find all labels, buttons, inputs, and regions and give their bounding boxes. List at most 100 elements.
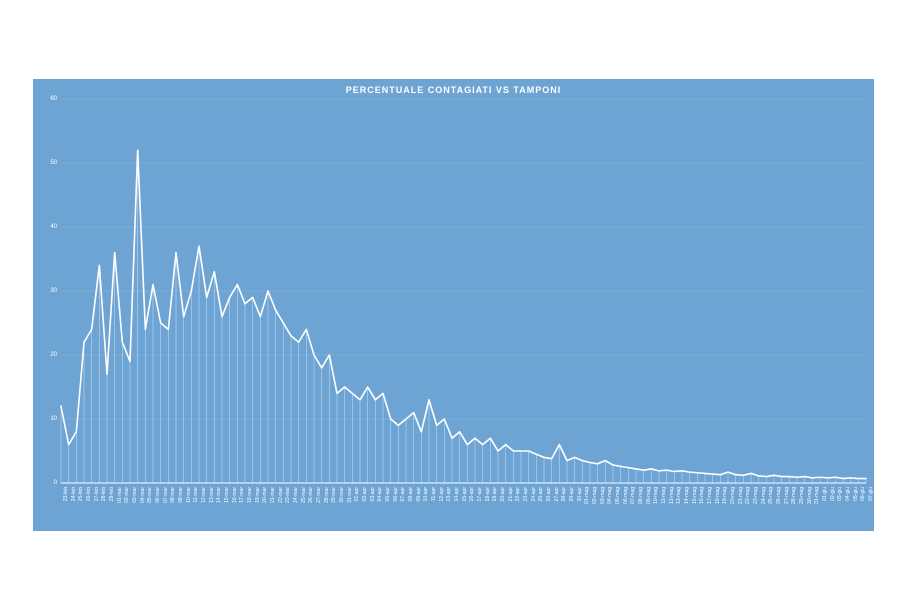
- x-tick-label: 15-mag: [692, 487, 698, 504]
- x-tick-label: 04-apr: [377, 487, 383, 501]
- x-tick-label: 21-apr: [508, 487, 514, 501]
- x-tick-label: 28-mar: [324, 487, 330, 503]
- x-tick-label: 31-mar: [347, 487, 353, 503]
- x-tick-label: 10-mag: [653, 487, 659, 504]
- x-tick-label: 27-mag: [784, 487, 790, 504]
- x-tick-label: 01-mag: [584, 487, 590, 504]
- y-tick-label: 20: [35, 352, 57, 358]
- x-tick-label: 12-mag: [669, 487, 675, 504]
- x-tick-label: 02-apr: [362, 487, 368, 501]
- x-tick-label: 30-mag: [807, 487, 813, 504]
- x-tick-label: 06-mar: [155, 487, 161, 503]
- y-tick-label: 10: [35, 416, 57, 422]
- x-tick-label: 03-mag: [600, 487, 606, 504]
- x-tick-label: 03-mar: [132, 487, 138, 503]
- x-tick-label: 14-mag: [684, 487, 690, 504]
- y-tick-label: 0: [35, 480, 57, 486]
- y-tick-label: 40: [35, 224, 57, 230]
- x-tick-label: 02-giu: [830, 487, 836, 501]
- x-tick-label: 15-mar: [224, 487, 230, 503]
- x-tick-label: 31-mag: [814, 487, 820, 504]
- x-tick-label: 25-feb: [78, 487, 84, 501]
- x-tick-label: 07-mar: [163, 487, 169, 503]
- x-tick-label: 02-mar: [124, 487, 130, 503]
- x-tick-label: 17-mar: [239, 487, 245, 503]
- x-tick-label: 16-apr: [469, 487, 475, 501]
- chart-panel: PERCENTUALE CONTAGIATI VS TAMPONI 010203…: [33, 79, 874, 531]
- x-tick-label: 21-mar: [270, 487, 276, 503]
- line-chart: [33, 79, 874, 531]
- x-tick-label: 09-mag: [646, 487, 652, 504]
- x-tick-label: 24-feb: [71, 487, 77, 501]
- x-tick-label: 05-mar: [147, 487, 153, 503]
- x-tick-label: 06-mag: [623, 487, 629, 504]
- x-tick-label: 26-feb: [86, 487, 92, 501]
- x-tick-label: 29-apr: [569, 487, 575, 501]
- x-tick-label: 08-mar: [170, 487, 176, 503]
- y-tick-label: 30: [35, 288, 57, 294]
- x-tick-label: 22-apr: [515, 487, 521, 501]
- x-tick-label: 01-giu: [822, 487, 828, 501]
- x-tick-label: 09-mar: [178, 487, 184, 503]
- x-tick-label: 18-mar: [247, 487, 253, 503]
- x-tick-label: 19-mag: [722, 487, 728, 504]
- x-tick-label: 29-mag: [799, 487, 805, 504]
- x-tick-label: 02-mag: [592, 487, 598, 504]
- x-tick-label: 30-apr: [577, 487, 583, 501]
- x-tick-label: 15-apr: [462, 487, 468, 501]
- x-tick-label: 16-mag: [699, 487, 705, 504]
- x-tick-label: 23-feb: [63, 487, 69, 501]
- x-tick-label: 16-mar: [232, 487, 238, 503]
- x-tick-label: 20-apr: [500, 487, 506, 501]
- x-tick-label: 17-apr: [477, 487, 483, 501]
- x-tick-label: 10-apr: [423, 487, 429, 501]
- x-tick-label: 07-giu: [868, 487, 874, 501]
- x-tick-label: 26-mar: [308, 487, 314, 503]
- x-tick-label: 03-giu: [837, 487, 843, 501]
- x-tick-label: 25-apr: [538, 487, 544, 501]
- x-tick-label: 08-mag: [638, 487, 644, 504]
- x-tick-label: 24-apr: [531, 487, 537, 501]
- x-tick-label: 21-mag: [738, 487, 744, 504]
- x-tick-label: 10-mar: [186, 487, 192, 503]
- x-tick-label: 06-giu: [860, 487, 866, 501]
- x-tick-label: 25-mar: [301, 487, 307, 503]
- x-tick-label: 22-mag: [745, 487, 751, 504]
- x-tick-label: 04-mar: [140, 487, 146, 503]
- x-tick-label: 13-mag: [676, 487, 682, 504]
- x-tick-label: 05-apr: [385, 487, 391, 501]
- x-tick-label: 26-mag: [776, 487, 782, 504]
- x-tick-label: 11-mag: [661, 487, 667, 504]
- x-tick-label: 13-apr: [446, 487, 452, 501]
- x-tick-label: 28-apr: [561, 487, 567, 501]
- x-tick-label: 25-mag: [768, 487, 774, 504]
- x-tick-label: 26-apr: [546, 487, 552, 501]
- x-tick-label: 09-apr: [416, 487, 422, 501]
- x-tick-label: 18-mag: [715, 487, 721, 504]
- x-tick-label: 01-mar: [117, 487, 123, 503]
- x-tick-label: 04-mag: [607, 487, 613, 504]
- x-tick-label: 27-apr: [554, 487, 560, 501]
- y-tick-label: 60: [35, 96, 57, 102]
- x-tick-label: 22-mar: [278, 487, 284, 503]
- x-tick-label: 05-giu: [853, 487, 859, 501]
- x-tick-label: 12-apr: [439, 487, 445, 501]
- y-tick-label: 50: [35, 160, 57, 166]
- x-tick-label: 13-mar: [209, 487, 215, 503]
- x-tick-label: 18-apr: [485, 487, 491, 501]
- x-tick-label: 01-apr: [354, 487, 360, 501]
- x-tick-label: 27-mar: [316, 487, 322, 503]
- x-tick-label: 30-mar: [339, 487, 345, 503]
- x-tick-label: 17-mag: [707, 487, 713, 504]
- x-tick-label: 20-mar: [262, 487, 268, 503]
- x-tick-label: 20-mag: [730, 487, 736, 504]
- x-tick-label: 14-mar: [216, 487, 222, 503]
- x-tick-label: 08-apr: [408, 487, 414, 501]
- x-tick-label: 24-mar: [293, 487, 299, 503]
- x-tick-label: 07-apr: [400, 487, 406, 501]
- x-tick-label: 27-feb: [94, 487, 100, 501]
- x-tick-label: 11-apr: [431, 487, 437, 501]
- x-tick-label: 29-mar: [331, 487, 337, 503]
- x-tick-label: 23-mag: [753, 487, 759, 504]
- x-tick-label: 03-apr: [370, 487, 376, 501]
